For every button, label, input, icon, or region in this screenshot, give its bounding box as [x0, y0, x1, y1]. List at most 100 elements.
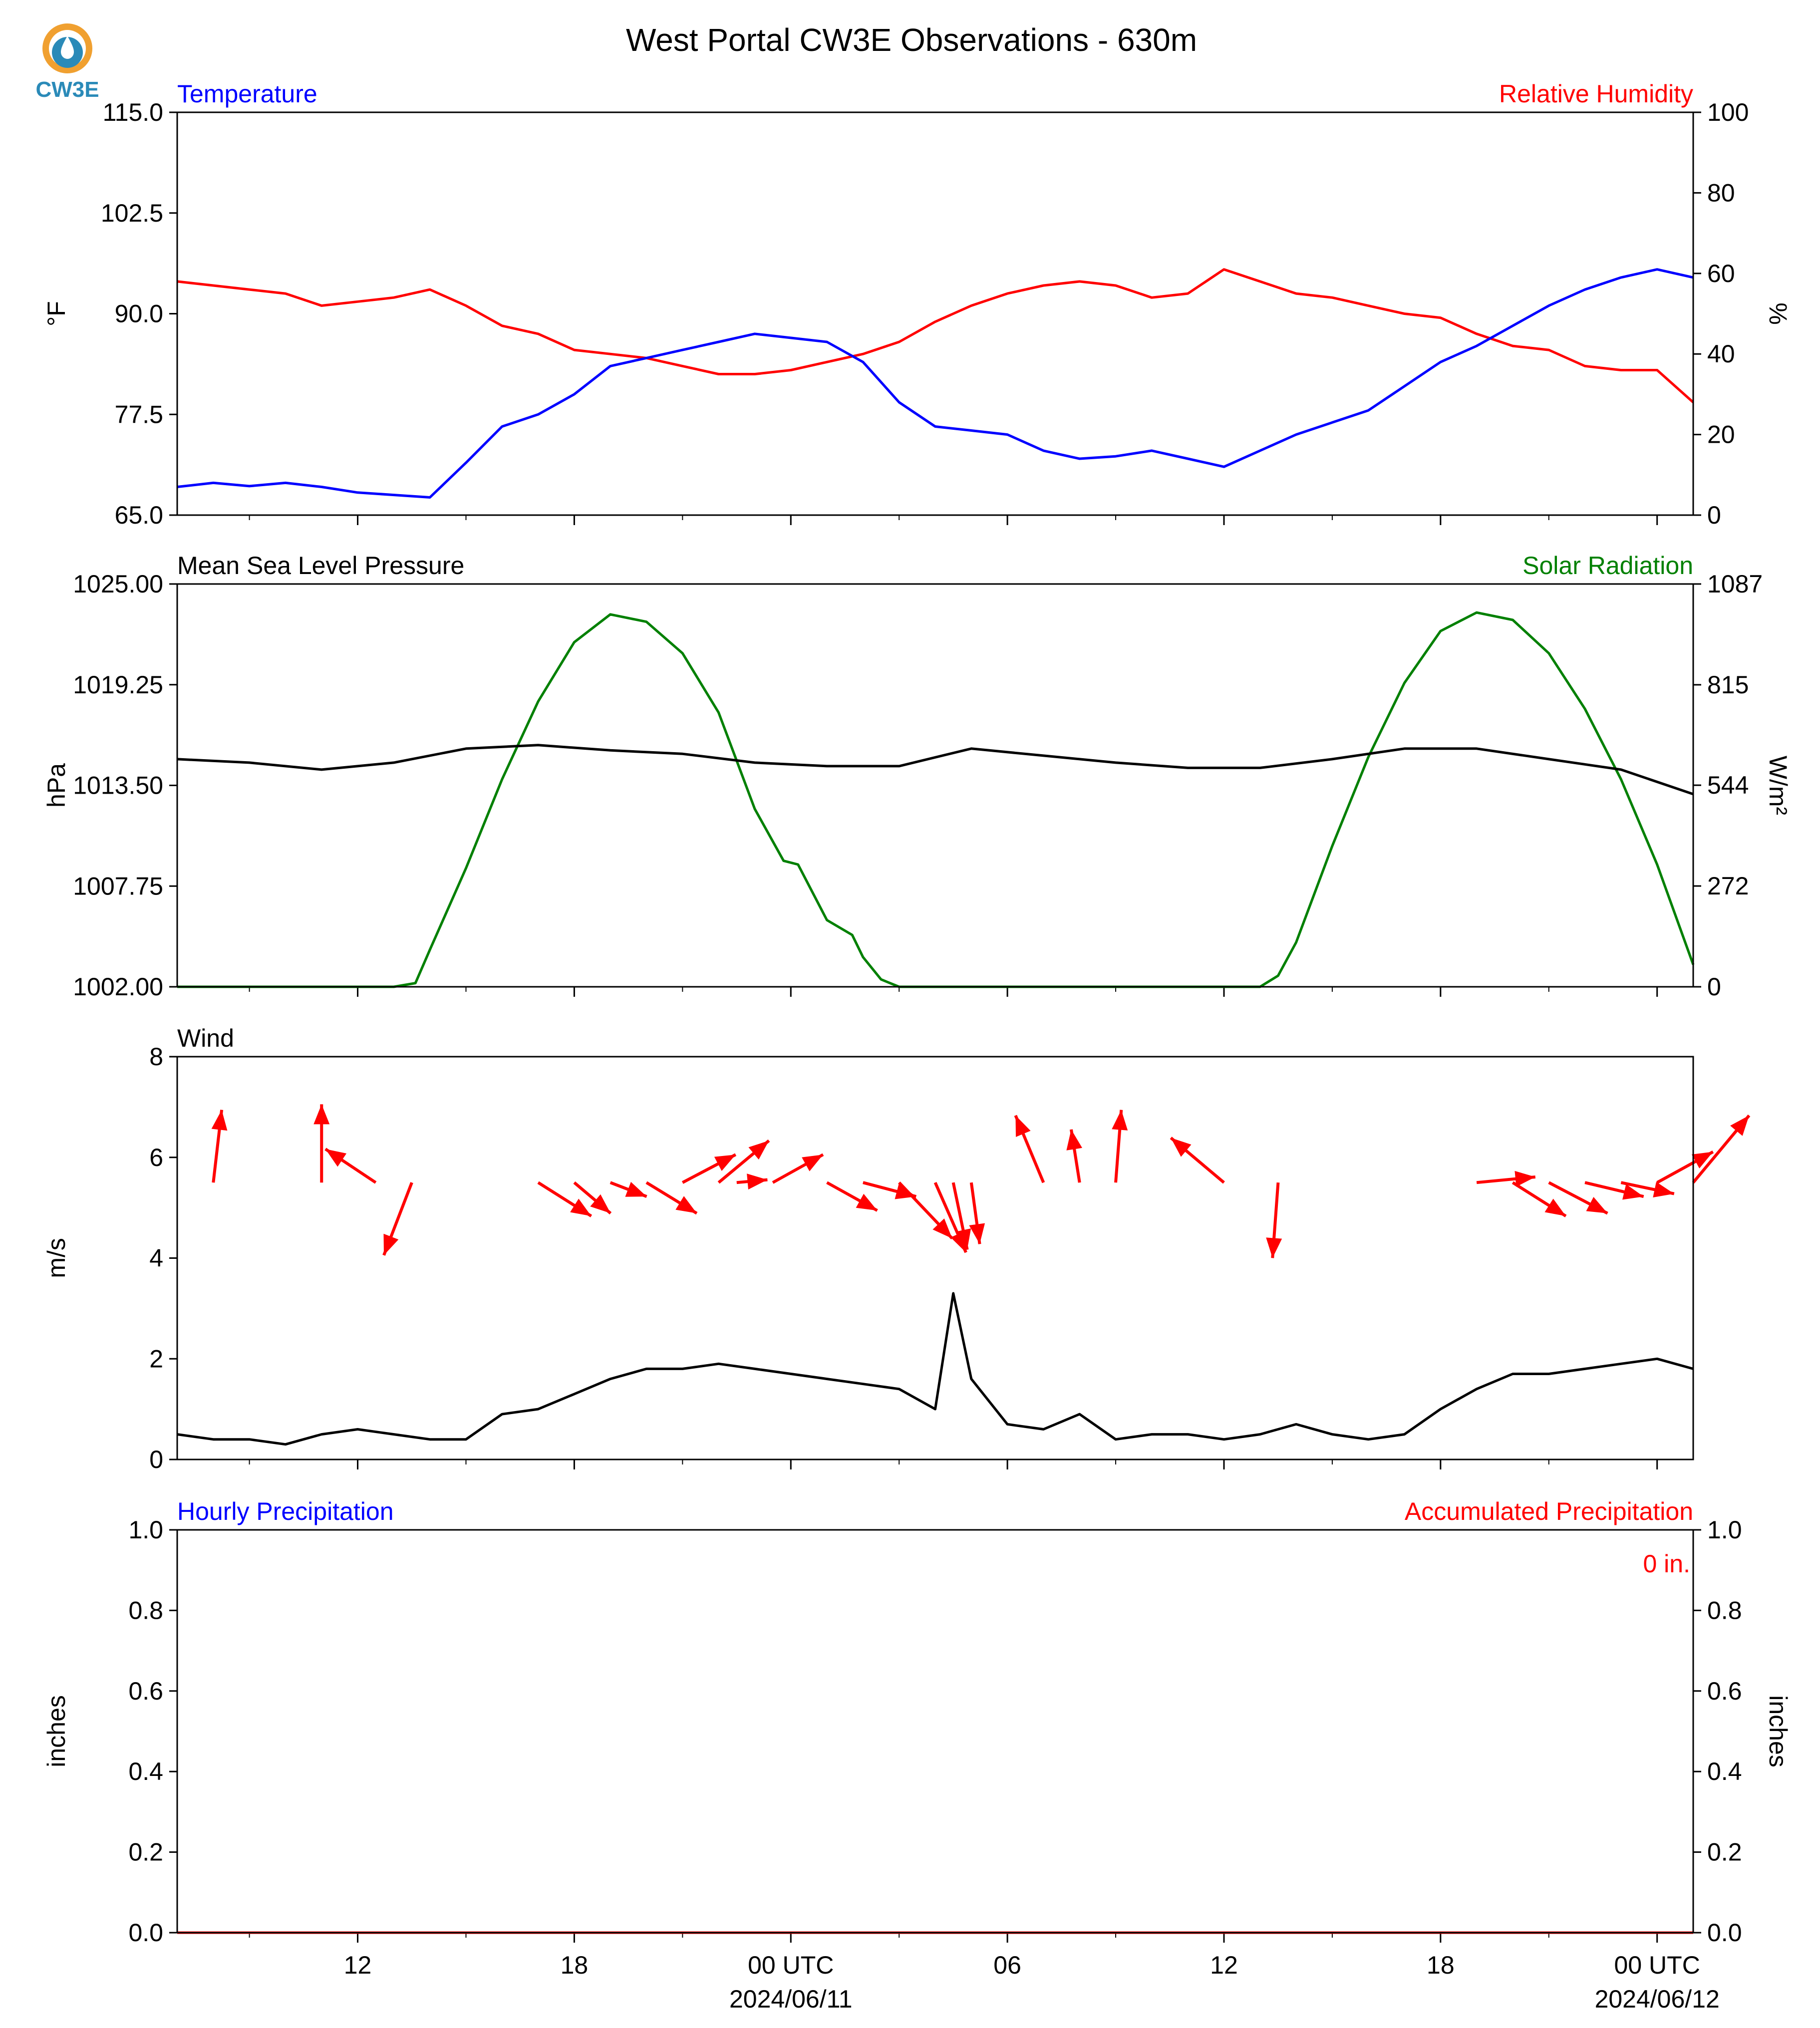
wind-arrow — [772, 1153, 824, 1184]
wind-arrow-head — [675, 1196, 697, 1213]
pressure-line — [177, 744, 1694, 796]
x-tick-label: 00 UTC — [1614, 1951, 1700, 1979]
wind-arrow-head — [1515, 1170, 1535, 1187]
y-tick-label: 0.6 — [128, 1677, 163, 1705]
wind-arrow — [1170, 1137, 1225, 1184]
wind-arrow — [1476, 1170, 1536, 1187]
x-tick-label: 06 — [993, 1951, 1021, 1979]
y-axis-label: °F — [42, 301, 70, 326]
y-tick-label-right: 20 — [1707, 421, 1735, 449]
wind-arrow — [313, 1104, 330, 1183]
wind-arrow-head — [1266, 1237, 1282, 1258]
wind-arrow — [1620, 1181, 1675, 1198]
x-tick-label: 12 — [344, 1951, 372, 1979]
wind-arrow-head — [1015, 1115, 1031, 1137]
y-tick-label: 1007.75 — [73, 872, 163, 900]
pressure-solar-panel: Mean Sea Level Pressure Solar Radiation hP… — [42, 552, 1792, 1001]
y-tick-label-right: 0.8 — [1707, 1596, 1742, 1624]
wind-arrow — [324, 1148, 377, 1184]
wind-arrow — [1512, 1181, 1567, 1217]
wind-arrow — [681, 1153, 737, 1184]
droplet-icon — [61, 36, 74, 59]
wind-arrow-head — [955, 1228, 971, 1250]
x-date-label: 2024/06/11 — [729, 1985, 853, 2013]
wind-speed-line — [177, 1292, 1694, 1446]
y-tick-label-right: 0.0 — [1707, 1919, 1742, 1947]
temperature-humidity-panel: Temperature Relative Humidity °F % 65.0 77.5 9… — [42, 80, 1792, 529]
panel-left-title: Wind — [177, 1024, 234, 1052]
wind-arrow-head — [1730, 1115, 1749, 1136]
wind-arrow — [609, 1181, 647, 1198]
wind-arrow-head — [1691, 1152, 1713, 1168]
y-axis-label: m/s — [42, 1238, 70, 1278]
y-tick-label: 115.0 — [103, 98, 163, 126]
x-tick-label: 12 — [1210, 1951, 1238, 1979]
wind-arrow-head — [1544, 1198, 1566, 1216]
wind-arrow-head — [1622, 1184, 1644, 1200]
wind-arrow-head — [714, 1155, 736, 1171]
y-tick-label-right: 0.2 — [1707, 1838, 1742, 1866]
axes-frame — [176, 111, 1694, 516]
panel-right-title: Solar Radiation — [1522, 552, 1693, 579]
x-tick-label: 00 UTC — [748, 1951, 834, 1979]
y-tick-label: 0.2 — [128, 1838, 163, 1866]
y-tick-label-right: 40 — [1707, 340, 1735, 368]
y-tick-label-right: 60 — [1707, 260, 1735, 288]
y-axis-label-right: W/m² — [1764, 756, 1792, 815]
wind-arrow — [1266, 1182, 1282, 1258]
y-tick-label-right: 0 — [1707, 973, 1721, 1001]
wind-arrow — [645, 1181, 698, 1215]
y-axis-label-right: inches — [1764, 1695, 1792, 1767]
wind-panel: Wind m/s 0 2 4 6 8 — [42, 1024, 1751, 1473]
wind-arrow-head — [1112, 1110, 1128, 1131]
y-axis-label: hPa — [42, 763, 70, 808]
wind-arrow — [1112, 1110, 1128, 1183]
wind-arrow — [1692, 1114, 1751, 1184]
wind-arrow — [1584, 1181, 1644, 1200]
y-tick-label: 90.0 — [115, 300, 163, 328]
wind-arrow-head — [969, 1223, 985, 1244]
wind-arrow-head — [211, 1110, 228, 1131]
wind-arrow-head — [570, 1198, 592, 1216]
y-tick-label: 0.0 — [128, 1919, 163, 1947]
wind-arrow — [537, 1181, 593, 1217]
y-tick-label-right: 1.0 — [1707, 1516, 1742, 1544]
y-tick-label: 1019.25 — [73, 671, 163, 699]
precipitation-panel: Hourly Precipitation Accumulated Precipit… — [42, 1497, 1792, 2013]
y-tick-label: 2 — [149, 1345, 163, 1373]
y-tick-label: 8 — [149, 1043, 163, 1071]
y-tick-label: 0 — [149, 1446, 163, 1473]
wind-arrow — [1014, 1115, 1045, 1183]
y-axis-label: inches — [42, 1695, 70, 1767]
y-tick-label-right: 0 — [1707, 501, 1721, 529]
y-tick-label-right: 100 — [1707, 98, 1749, 126]
y-tick-label: 1013.50 — [73, 772, 163, 800]
wind-arrow-head — [856, 1193, 878, 1211]
y-tick-label: 77.5 — [115, 400, 163, 428]
axes-frame — [176, 1529, 1694, 1934]
figure-title: West Portal CW3E Observations - 630m — [626, 22, 1197, 58]
accumulated-total-label: 0 in. — [1643, 1550, 1690, 1578]
y-tick-label-right: 0.4 — [1707, 1757, 1742, 1785]
y-tick-label: 0.8 — [128, 1596, 163, 1624]
wind-arrow-head — [383, 1233, 399, 1255]
x-tick-label: 18 — [1427, 1951, 1455, 1979]
wind-arrow — [898, 1181, 953, 1240]
wind-arrow — [736, 1173, 768, 1190]
y-tick-label-right: 80 — [1707, 179, 1735, 207]
wind-arrow-head — [1653, 1181, 1674, 1198]
wind-arrow-head — [325, 1149, 347, 1167]
y-tick-label: 6 — [149, 1144, 163, 1171]
y-tick-label: 0.4 — [128, 1757, 163, 1785]
axes-frame — [176, 583, 1694, 988]
cw3e-logo-icon — [42, 23, 92, 73]
wind-arrow-head — [590, 1194, 611, 1213]
solar-radiation-line — [177, 611, 1695, 988]
wind-arrow — [826, 1181, 878, 1212]
x-tick-label: 18 — [561, 1951, 589, 1979]
wind-arrow-head — [1586, 1197, 1608, 1213]
wind-arrow — [717, 1139, 770, 1184]
panel-left-title: Temperature — [177, 80, 317, 108]
wind-arrow — [1656, 1150, 1714, 1184]
